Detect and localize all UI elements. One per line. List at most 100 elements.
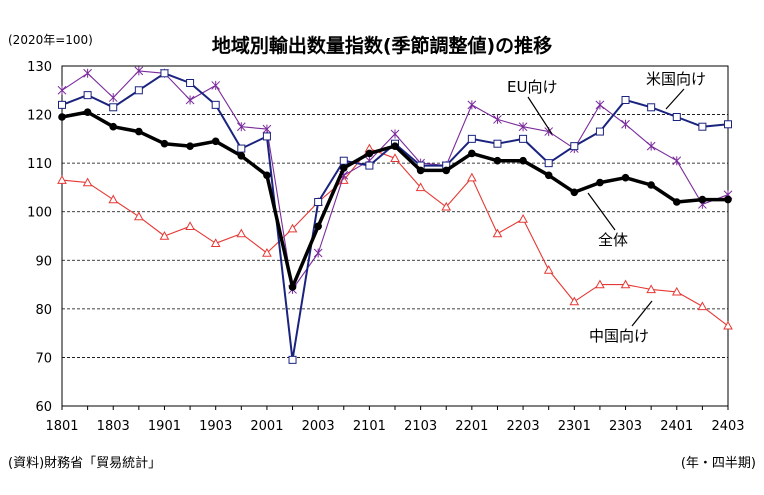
series-2 xyxy=(58,108,732,291)
data-point xyxy=(467,100,477,110)
data-point xyxy=(57,175,67,184)
data-point xyxy=(391,142,399,150)
series-label-china-leader xyxy=(631,300,653,327)
data-point xyxy=(518,213,528,223)
data-point xyxy=(519,156,527,165)
data-point xyxy=(466,172,477,182)
unit-note: (2020年=100) xyxy=(8,33,93,47)
series-label-eu-leader xyxy=(527,96,553,135)
data-point xyxy=(646,284,657,294)
x-tick-label: 2201 xyxy=(455,419,488,434)
data-point xyxy=(724,195,732,204)
x-tick-label: 1803 xyxy=(97,419,130,434)
data-point xyxy=(83,68,92,78)
data-point xyxy=(236,228,247,238)
series-label-total: 全体 xyxy=(598,231,628,249)
data-point xyxy=(698,195,707,204)
data-point xyxy=(83,91,92,100)
x-tick-label: 2301 xyxy=(558,419,591,434)
data-point xyxy=(108,194,119,204)
data-point xyxy=(237,152,246,160)
data-point xyxy=(288,283,297,291)
x-unit-note: (年・四半期) xyxy=(681,456,756,471)
y-tick-label: 130 xyxy=(27,60,52,75)
series-label-us: 米国向け xyxy=(646,70,706,88)
gridlines xyxy=(62,114,728,358)
data-point xyxy=(518,122,528,132)
chart-title: 地域別輸出数量指数(季節調整値)の推移 xyxy=(212,34,552,57)
data-point xyxy=(262,132,271,141)
x-tick-label: 2203 xyxy=(507,419,540,434)
data-point xyxy=(570,188,579,197)
data-point xyxy=(262,124,272,134)
data-point xyxy=(134,86,143,95)
data-point xyxy=(493,156,502,165)
data-point xyxy=(621,173,630,182)
data-point xyxy=(620,279,631,289)
data-point xyxy=(493,139,502,148)
data-point xyxy=(543,264,554,274)
data-point xyxy=(108,93,118,103)
data-point xyxy=(288,355,297,364)
data-point xyxy=(415,182,426,192)
data-point xyxy=(135,127,143,136)
data-point xyxy=(493,114,502,124)
y-tick-label: 60 xyxy=(35,400,52,415)
data-point xyxy=(390,153,400,162)
data-point xyxy=(621,119,630,129)
data-point xyxy=(314,198,323,206)
x-tick-label: 2103 xyxy=(404,419,437,434)
data-point xyxy=(723,320,733,330)
data-point xyxy=(365,161,374,170)
data-point xyxy=(441,201,452,211)
data-point xyxy=(109,122,118,131)
data-point xyxy=(442,166,451,175)
data-point xyxy=(595,127,604,136)
data-point xyxy=(133,211,144,221)
data-point xyxy=(595,100,605,110)
data-point xyxy=(697,301,708,311)
data-point xyxy=(185,95,195,105)
y-tick-label: 100 xyxy=(27,206,52,221)
x-tick-label: 1901 xyxy=(148,419,181,434)
data-point xyxy=(160,139,169,148)
series-line xyxy=(61,72,729,361)
data-point xyxy=(672,198,681,206)
data-point xyxy=(313,248,323,258)
y-tick-label: 70 xyxy=(35,351,52,366)
data-point xyxy=(58,113,66,121)
data-point xyxy=(647,181,655,189)
data-point xyxy=(314,222,322,231)
series-label-us-leader xyxy=(665,88,685,110)
data-point xyxy=(646,141,656,151)
data-point xyxy=(416,166,425,175)
data-point xyxy=(595,279,605,289)
data-point xyxy=(365,149,374,158)
data-point xyxy=(621,96,630,104)
data-point xyxy=(390,129,400,139)
series-label-eu: EU向け xyxy=(507,78,557,96)
y-axis: 60 70 80 90 100 110 120 130 xyxy=(27,60,52,415)
x-tick-label: 2001 xyxy=(250,419,283,434)
data-point xyxy=(544,159,553,168)
data-point xyxy=(237,144,246,153)
data-point xyxy=(672,113,681,121)
data-point xyxy=(185,221,195,230)
data-point xyxy=(467,134,476,143)
series-1 xyxy=(58,69,732,364)
series-label-china: 中国向け xyxy=(589,327,649,345)
x-tick-label: 2003 xyxy=(302,419,335,434)
data-point xyxy=(724,120,732,129)
data-point xyxy=(339,164,348,172)
data-point xyxy=(671,286,682,296)
y-tick-label: 80 xyxy=(35,303,52,318)
series-3 xyxy=(57,143,733,330)
x-tick-label: 2403 xyxy=(711,419,744,434)
data-point xyxy=(160,69,169,78)
data-point xyxy=(519,134,528,143)
data-point xyxy=(698,122,707,131)
data-point xyxy=(211,100,220,109)
data-point xyxy=(210,238,221,247)
data-point xyxy=(672,156,682,166)
